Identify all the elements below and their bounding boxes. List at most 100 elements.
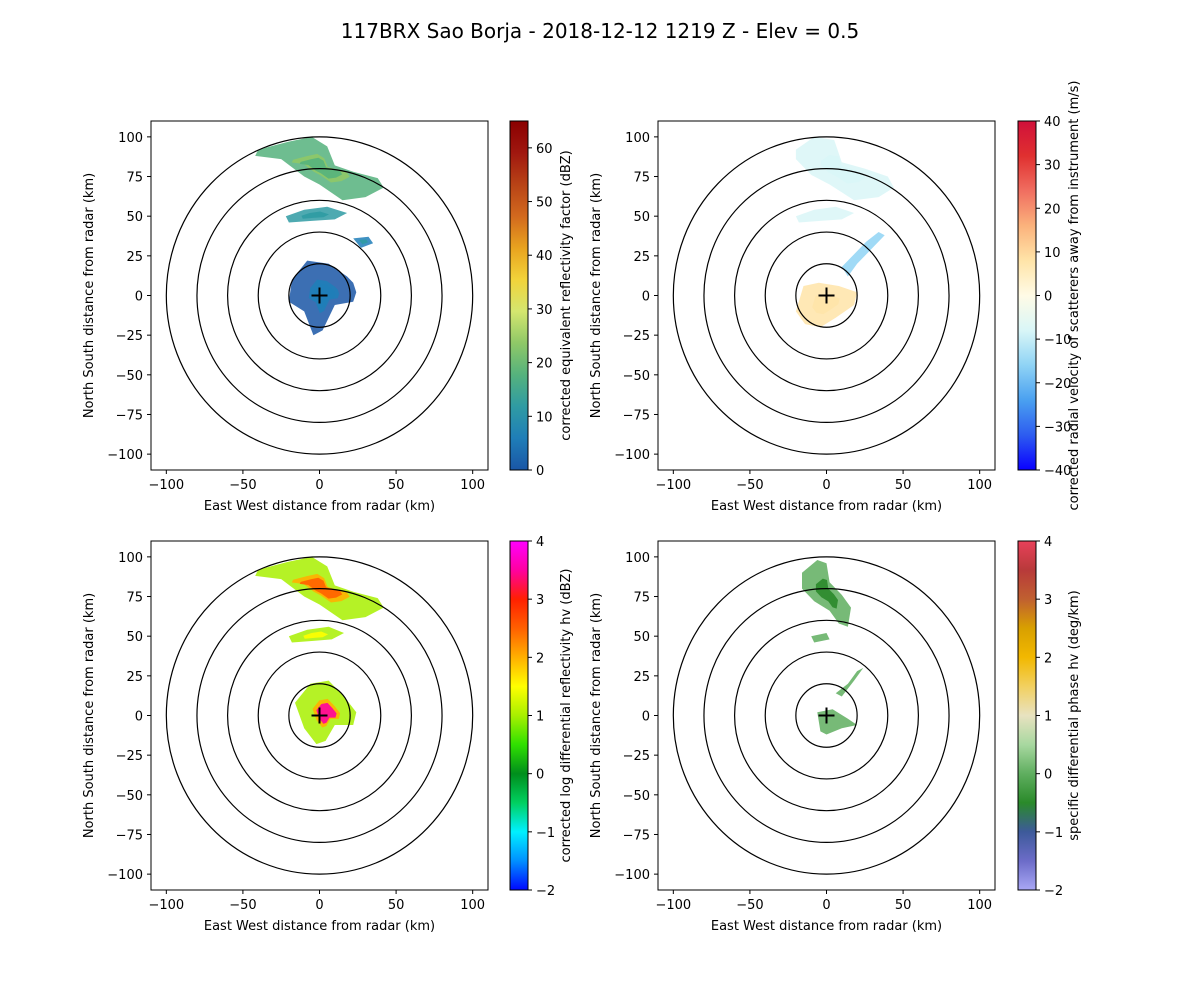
y-axis-label: North South distance from radar (km)	[589, 173, 604, 418]
echo-core-near-radar-core	[316, 702, 337, 724]
x-tick-label: 50	[895, 898, 912, 913]
colorbar-tick-label: 0	[536, 768, 544, 783]
colorbar-tick-label: −1	[1044, 826, 1063, 841]
plot-area	[165, 136, 474, 455]
colorbar-tick-label: −30	[1044, 420, 1071, 435]
y-tick-label: 50	[633, 630, 650, 645]
y-tick-label: −25	[116, 749, 143, 764]
colorbar-tick-label: −20	[1044, 377, 1071, 392]
range-ring-40km	[764, 651, 889, 780]
y-tick-label: 0	[135, 290, 143, 305]
y-tick-label: −100	[107, 448, 143, 463]
y-tick-label: 25	[633, 250, 650, 265]
y-tick-label: 100	[118, 551, 143, 566]
panel-top-left: −100 −50 0 50 100−100−75−50−250255075100East…	[82, 120, 574, 514]
colorbar-tick-label: 0	[536, 464, 544, 479]
colorbar-tick-label: 40	[536, 249, 553, 264]
range-ring-60km	[733, 619, 920, 812]
x-tick-label: −100	[655, 898, 691, 913]
range-ring-80km	[703, 587, 950, 844]
colorbar-tick-label: 0	[1044, 768, 1052, 783]
plot-area	[672, 556, 981, 875]
x-tick-label: −100	[148, 898, 184, 913]
y-tick-label: −100	[107, 868, 143, 883]
range-ring-100km	[672, 136, 981, 455]
y-tick-label: 50	[126, 210, 143, 225]
colorbar-tick-label: −1	[536, 826, 555, 841]
range-ring-60km	[226, 619, 413, 812]
colorbar-tick-label: −10	[1044, 333, 1071, 348]
y-tick-label: 50	[126, 630, 143, 645]
colorbar-label: corrected log differential reflectivity …	[559, 569, 574, 863]
colorbar-tick-label: −2	[536, 884, 555, 899]
colorbar-tick-label: 10	[1044, 246, 1061, 261]
y-tick-label: 25	[126, 250, 143, 265]
y-tick-label: 50	[633, 210, 650, 225]
echo-core-near-radar	[812, 294, 840, 315]
panel-bottom-right: −100 −50 0 50 100 −100 −75 −50 −25 0 25 50 75 100 East…	[589, 535, 1082, 934]
colorbar-label: corrected radial velocity of scatterers …	[1067, 81, 1082, 511]
y-tick-label: 75	[633, 171, 650, 186]
echo-region-northeast-streak	[841, 232, 885, 277]
x-tick-label: −50	[229, 478, 256, 493]
range-ring-40km	[764, 231, 889, 360]
y-tick-label: −100	[614, 868, 650, 883]
range-ring-40km	[257, 231, 382, 360]
x-tick-label: −50	[736, 478, 763, 493]
colorbar-label: corrected equivalent reflectivity factor…	[559, 150, 574, 441]
colorbar-tick-label: 60	[536, 142, 553, 157]
range-ring-60km	[733, 199, 920, 392]
y-axis-label: North South distance from radar (km)	[82, 593, 97, 838]
x-axis-label: East West distance from radar (km)	[711, 919, 942, 934]
y-tick-label: 100	[625, 131, 650, 146]
colorbar-tick-label: 10	[536, 410, 553, 425]
y-tick-label: 0	[642, 710, 650, 725]
x-tick-label: 100	[460, 898, 485, 913]
x-tick-label: 50	[388, 898, 405, 913]
y-tick-label: −75	[116, 408, 143, 423]
range-ring-100km	[672, 556, 981, 875]
colorbar-tick-label: 2	[1044, 651, 1052, 666]
y-tick-label: 25	[633, 670, 650, 685]
range-ring-80km	[703, 167, 950, 424]
colorbar-tick-label: 2	[536, 651, 544, 666]
y-tick-label: −75	[116, 828, 143, 843]
colorbar-tick-label: 20	[536, 357, 553, 372]
x-axis-label: East West distance from radar (km)	[204, 919, 435, 934]
echo-core-east-patch	[359, 239, 369, 245]
echo-region-mid-fragments	[811, 633, 830, 643]
colorbar	[509, 120, 529, 471]
colorbar-tick-label: 3	[1044, 593, 1052, 608]
plot-area	[672, 136, 981, 455]
y-tick-label: −75	[623, 408, 650, 423]
x-tick-label: 0	[822, 478, 830, 493]
range-ring-80km	[196, 167, 443, 424]
y-axis-label: North South distance from radar (km)	[82, 173, 97, 418]
y-tick-label: −50	[623, 789, 650, 804]
range-ring-20km	[288, 263, 351, 328]
x-tick-label: 100	[967, 898, 992, 913]
colorbar-tick-label: 1	[536, 710, 544, 725]
colorbar-tick-label: −2	[1044, 884, 1063, 899]
colorbar-tick-label: 40	[1044, 115, 1061, 130]
y-tick-label: 25	[126, 670, 143, 685]
y-tick-label: 0	[642, 290, 650, 305]
colorbar	[509, 540, 529, 891]
y-tick-label: −50	[623, 369, 650, 384]
x-tick-label: 50	[388, 478, 405, 493]
x-axis-label: East West distance from radar (km)	[204, 499, 435, 514]
y-tick-label: −25	[623, 329, 650, 344]
x-tick-label: 0	[315, 898, 323, 913]
colorbar-tick-label: 0	[1044, 290, 1052, 305]
y-tick-label: 75	[633, 591, 650, 606]
range-ring-20km	[288, 683, 351, 748]
y-tick-label: −100	[614, 448, 650, 463]
colorbar-tick-label: −40	[1044, 464, 1071, 479]
plot-area	[165, 556, 474, 875]
x-tick-label: 0	[822, 898, 830, 913]
colorbar-label: specific differential phase hv (deg/km)	[1067, 590, 1082, 840]
y-tick-label: 0	[135, 710, 143, 725]
panel-bottom-left: −100 −50 0 50 100 −100 −75 −50 −25 0 25 50 75 100 East…	[82, 535, 574, 934]
colorbar-tick-label: 30	[1044, 159, 1061, 174]
y-tick-label: −25	[623, 749, 650, 764]
